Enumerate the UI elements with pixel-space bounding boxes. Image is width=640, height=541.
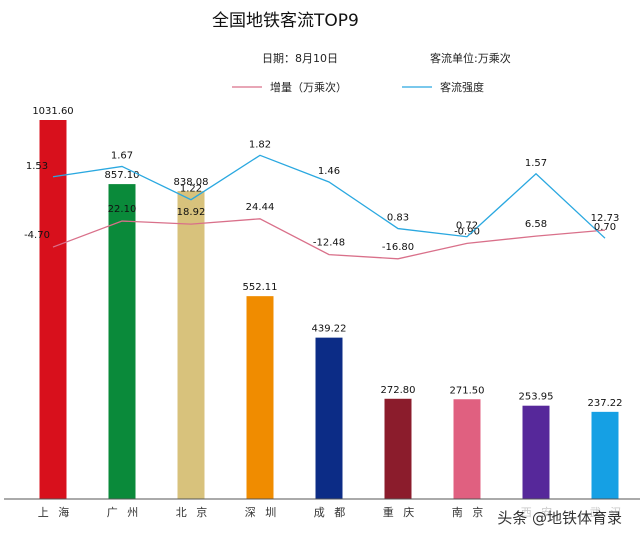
bar-北京 [177, 191, 205, 499]
intensity-point-label: 1.67 [111, 150, 133, 161]
category-label: 南 京 [452, 505, 487, 519]
increment-point-label: -16.80 [382, 242, 414, 253]
increment-point-label: 22.10 [108, 204, 137, 215]
bar-深圳 [246, 296, 274, 499]
intensity-point-label: 0.72 [456, 221, 478, 232]
bar-武汉 [591, 411, 619, 499]
category-label: 重 庆 [383, 505, 418, 519]
bar-上海 [39, 120, 67, 499]
increment-point-label: -12.48 [313, 238, 345, 249]
increment-point-label: 24.44 [246, 202, 275, 213]
category-label: 广 州 [107, 506, 142, 519]
category-label: 深 圳 [245, 506, 280, 519]
increment-point-label: 18.92 [177, 207, 206, 218]
increment-line [52, 218, 606, 260]
increment-point-label: 6.58 [525, 219, 547, 230]
intensity-point-label: 1.57 [525, 158, 547, 169]
bar-南京 [453, 399, 481, 499]
bar-value-label: 271.50 [450, 385, 485, 396]
bar-value-label: 1031.60 [32, 106, 73, 117]
watermark-text: 头条 @地铁体育录 [489, 504, 630, 531]
bar-value-label: 552.11 [243, 282, 278, 293]
bar-成都 [315, 337, 343, 499]
intensity-point-label: 1.22 [180, 184, 202, 195]
legend-label-increment: 增量（万乘次） [270, 80, 347, 94]
intensity-point-label: 0.83 [387, 213, 409, 224]
category-label: 北 京 [176, 505, 211, 519]
increment-point-label: -4.70 [24, 230, 50, 241]
unit-text: 客流单位:万乘次 [430, 51, 511, 65]
bar-西安 [522, 405, 550, 499]
intensity-point-label: 1.53 [26, 161, 48, 172]
bar-value-label: 439.22 [312, 324, 347, 335]
bar-广州 [108, 184, 136, 500]
bar-重庆 [384, 398, 412, 499]
bar-series: 1031.60 857.10 838.08 552.11 439.22 272.80 271… [32, 106, 623, 500]
intensity-point-label: 1.46 [318, 166, 340, 177]
increment-point-label: -0.90 [454, 226, 480, 237]
chart-title: 全国地铁客流TOP9 [212, 11, 359, 31]
bar-value-label: 838.08 [174, 177, 209, 188]
bar-value-label: 857.10 [105, 170, 140, 181]
intensity-point-label: 0.70 [594, 222, 616, 233]
category-label: 上 海 [38, 505, 73, 519]
bar-value-label: 237.22 [588, 398, 623, 409]
line-series: -4.70 22.10 18.92 24.44 -12.48 -16.80 -0.90 6.5… [24, 139, 620, 260]
intensity-point-label: 1.82 [249, 139, 271, 150]
intensity-line [52, 154, 606, 239]
date-text: 日期：8月10日 [262, 52, 338, 65]
legend-label-intensity: 客流强度 [440, 80, 484, 94]
increment-point-label: 12.73 [591, 213, 620, 224]
bar-value-label: 272.80 [381, 385, 416, 396]
bar-value-label: 253.95 [519, 392, 554, 403]
legend: 增量（万乘次） 客流强度 [232, 80, 484, 94]
category-label: 成 都 [314, 506, 349, 519]
